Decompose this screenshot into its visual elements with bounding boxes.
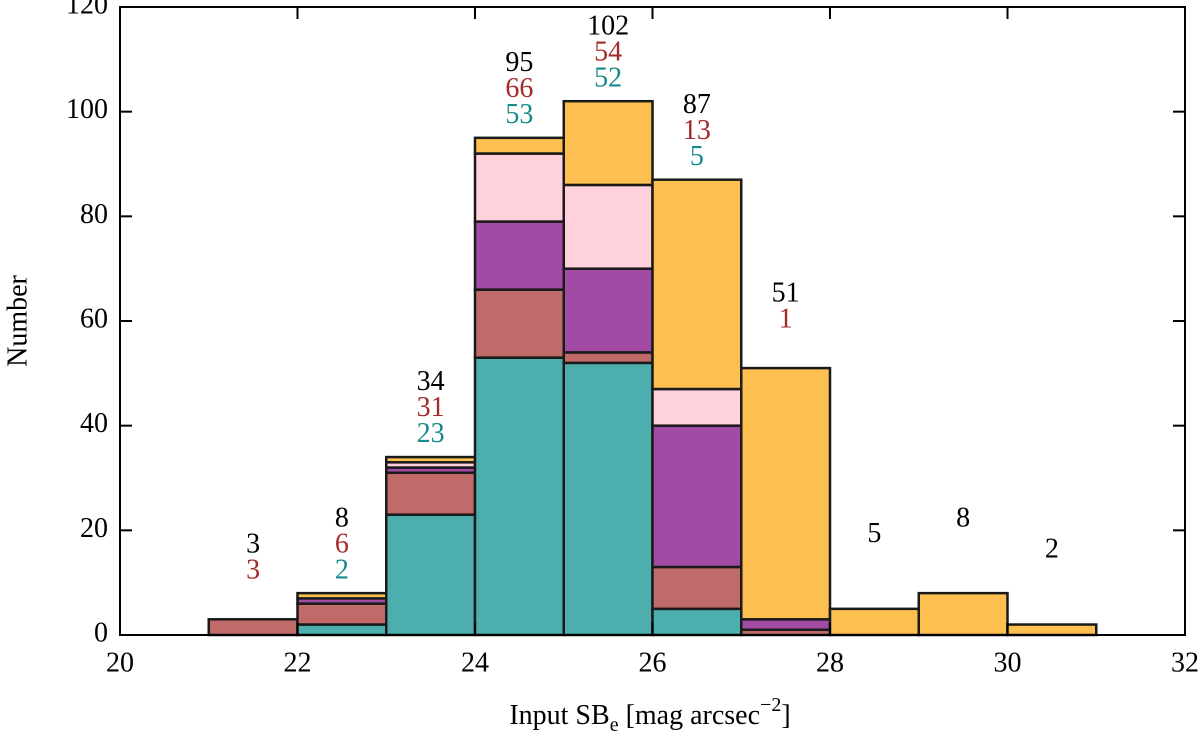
x-axis-label: Input SBe [mag arcsec−2]: [509, 694, 790, 736]
bar-segment: [651, 387, 743, 427]
x-tick-label: 32: [1171, 647, 1199, 678]
count-label: 102: [587, 10, 629, 41]
y-axis-label: Number: [2, 274, 33, 366]
bar-segment: [207, 618, 299, 637]
bar-segment: [1006, 623, 1098, 637]
x-label-part: [mag arcsec: [619, 700, 760, 731]
count-label: 5: [690, 141, 704, 172]
bar-segment: [562, 361, 654, 637]
bar-segment: [296, 623, 388, 637]
bar-segment: [473, 152, 565, 223]
bar-segment: [296, 602, 388, 626]
bar-segment: [651, 607, 743, 637]
bar-segment: [385, 471, 477, 516]
count-label: 6: [335, 528, 349, 559]
y-tick-label: 60: [80, 303, 108, 334]
x-label-part: Input SB: [509, 700, 609, 731]
count-label: 31: [417, 392, 445, 423]
bar-segment: [562, 267, 654, 354]
y-tick-label: 100: [66, 94, 108, 125]
bar-segment: [473, 220, 565, 291]
count-label: 95: [505, 47, 533, 78]
count-label: 8: [335, 502, 349, 533]
bar-segment: [562, 99, 654, 187]
count-label: 3: [246, 528, 260, 559]
count-label: 54: [594, 36, 622, 67]
count-label: 2: [1045, 534, 1059, 565]
bar-segment: [917, 591, 1009, 637]
count-label: 34: [417, 366, 445, 397]
count-label: 66: [505, 73, 533, 104]
x-label-part: −2: [760, 694, 781, 716]
bar-segment: [473, 356, 565, 637]
x-tick-label: 22: [284, 647, 312, 678]
y-tick-label: 40: [80, 408, 108, 439]
x-tick-label: 20: [106, 647, 134, 678]
bar-segment: [296, 591, 388, 600]
x-tick-label: 28: [816, 647, 844, 678]
count-label: 3: [246, 554, 260, 585]
count-label: 51: [772, 277, 800, 308]
x-tick-label: 24: [461, 647, 489, 678]
count-label: 53: [505, 99, 533, 130]
bar-segment: [651, 565, 743, 611]
bar-segment: [828, 607, 920, 637]
bar-segment: [385, 513, 477, 637]
count-label: 87: [683, 89, 711, 120]
bar-segment: [651, 424, 743, 569]
count-label: 13: [683, 115, 711, 146]
bar-segment: [562, 351, 654, 365]
x-label-part: ]: [781, 700, 790, 731]
count-label: 52: [594, 62, 622, 93]
bar-segment: [740, 618, 832, 632]
y-tick-label: 120: [66, 0, 108, 20]
y-tick-label: 0: [94, 617, 108, 648]
y-tick-label: 80: [80, 199, 108, 230]
count-label: 1: [779, 303, 793, 334]
count-label: 8: [956, 502, 970, 533]
count-label: 2: [335, 554, 349, 585]
bar-segment: [473, 136, 565, 155]
bar-segment: [562, 183, 654, 270]
bar-segment: [740, 366, 832, 621]
bar-segment: [651, 178, 743, 391]
x-label-part: e: [610, 714, 619, 736]
count-label: 23: [417, 418, 445, 449]
count-label: 5: [867, 518, 881, 549]
y-tick-label: 20: [80, 513, 108, 544]
x-tick-label: 30: [994, 647, 1022, 678]
bar-segment: [473, 288, 565, 359]
x-tick-label: 26: [639, 647, 667, 678]
bar-segment: [385, 455, 477, 464]
